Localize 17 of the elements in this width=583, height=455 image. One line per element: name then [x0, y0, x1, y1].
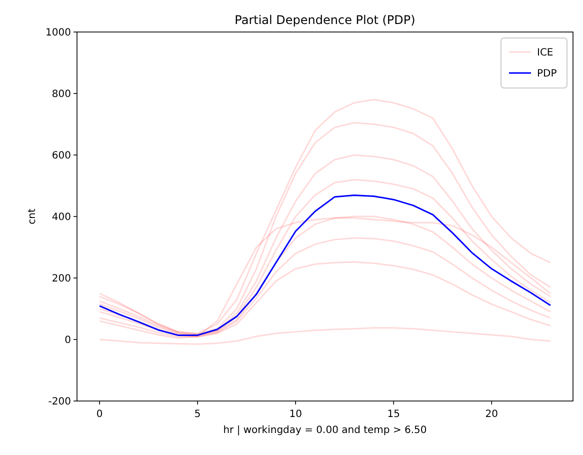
x-axis-title: hr | workingday = 0.00 and temp > 6.50 [223, 425, 427, 436]
y-tick-label: 400 [52, 212, 71, 223]
x-tick-label: 0 [96, 409, 103, 420]
y-tick-label: 800 [52, 89, 71, 100]
y-tick-label: 1000 [46, 28, 71, 38]
y-tick-label: -200 [48, 396, 71, 408]
x-tick-label: 15 [387, 409, 400, 420]
y-tick-label: 0 [64, 335, 71, 346]
legend-label: PDP [537, 68, 557, 80]
y-tick-label: 600 [52, 150, 71, 162]
x-tick-label: 10 [289, 409, 302, 420]
x-tick-label: 5 [194, 409, 201, 420]
chart-title: Partial Dependence Plot (PDP) [234, 13, 416, 27]
y-tick-label: 200 [52, 274, 71, 284]
x-tick-label: 20 [485, 409, 498, 420]
legend-label: ICE [537, 48, 554, 58]
y-axis-title: cnt [27, 208, 38, 224]
